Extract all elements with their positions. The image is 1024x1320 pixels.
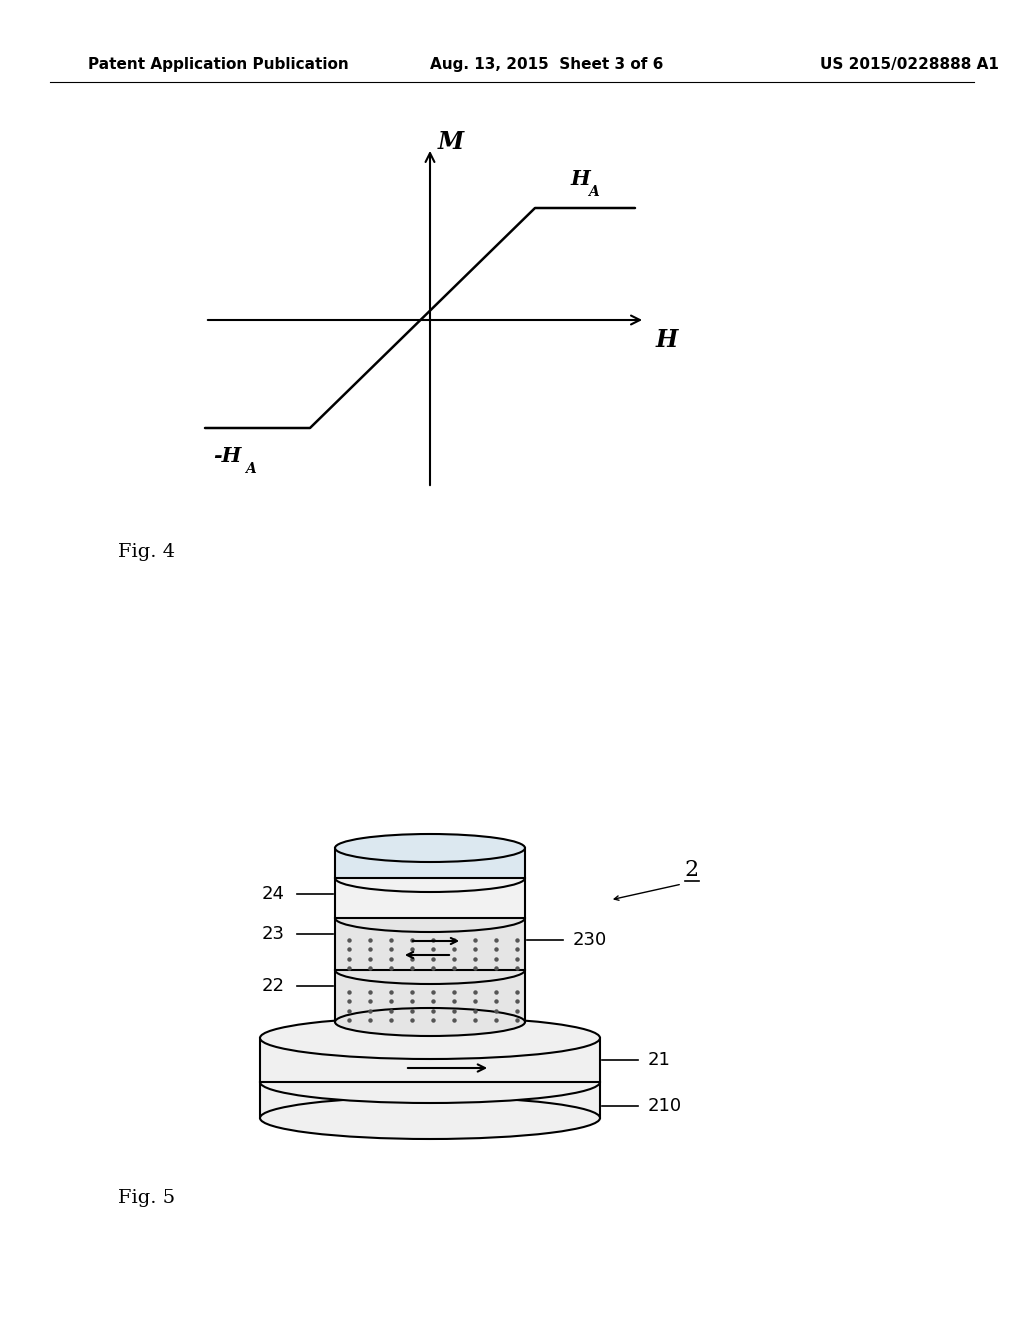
Ellipse shape (260, 1061, 600, 1104)
Bar (335, 847, 525, 878)
Bar (335, 970, 525, 1022)
Text: 2: 2 (685, 859, 699, 880)
Text: 23: 23 (262, 925, 285, 942)
Text: H: H (656, 327, 678, 352)
Text: 24: 24 (262, 884, 285, 903)
Text: 230: 230 (573, 931, 607, 949)
Text: Aug. 13, 2015  Sheet 3 of 6: Aug. 13, 2015 Sheet 3 of 6 (430, 58, 664, 73)
Text: H: H (570, 169, 590, 189)
Ellipse shape (260, 1016, 600, 1059)
Bar (260, 1082, 600, 1118)
Text: A: A (588, 185, 599, 199)
Bar (335, 917, 525, 970)
Text: Fig. 5: Fig. 5 (118, 1189, 175, 1206)
Text: Fig. 4: Fig. 4 (118, 543, 175, 561)
Text: US 2015/0228888 A1: US 2015/0228888 A1 (820, 58, 998, 73)
Ellipse shape (335, 904, 525, 932)
Text: A: A (245, 462, 256, 477)
Bar (260, 1038, 600, 1082)
Text: 21: 21 (648, 1051, 671, 1069)
Ellipse shape (335, 1008, 525, 1036)
Text: 210: 210 (648, 1097, 682, 1115)
Ellipse shape (335, 834, 525, 862)
Ellipse shape (335, 865, 525, 892)
Text: -H: -H (213, 446, 242, 466)
Text: Patent Application Publication: Patent Application Publication (88, 58, 349, 73)
Ellipse shape (260, 1097, 600, 1139)
Text: M: M (438, 129, 464, 154)
Ellipse shape (335, 956, 525, 983)
Text: 22: 22 (262, 977, 285, 995)
Bar (335, 878, 525, 917)
